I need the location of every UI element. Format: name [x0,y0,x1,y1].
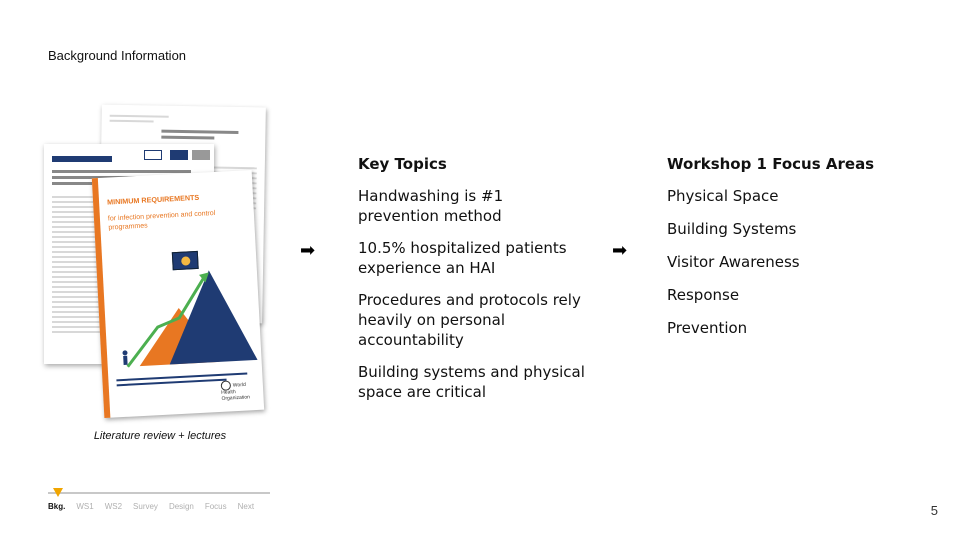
topic-item: Building systems and physical space are … [358,363,585,401]
mountain-illustration [122,270,258,368]
nav-step-focus[interactable]: Focus [204,502,227,511]
focus-item: Response [667,286,740,304]
nav-step-next[interactable]: Next [237,502,255,511]
nav-step-survey[interactable]: Survey [133,502,158,511]
nav-step-bkg[interactable]: Bkg. [48,502,66,511]
journal-logo [170,150,188,160]
cover-title: MINIMUM REQUIREMENTS [106,192,200,207]
literature-documents: MINIMUM REQUIREMENTS for infection preve… [40,100,280,430]
idsa-logo [144,150,162,160]
nav-step-ws2[interactable]: WS2 [104,502,123,511]
slide-title: Background Information [48,48,187,63]
topic-item: Handwashing is #1 prevention method [358,187,504,225]
focus-areas-column: Workshop 1 Focus Areas Physical Space Bu… [667,154,897,351]
key-topics-column: Key Topics Handwashing is #1 prevention … [358,154,588,414]
documents-caption: Literature review + lectures [93,430,227,442]
progress-track [48,492,270,494]
focus-item: Prevention [667,319,748,337]
topic-item: 10.5% hospitalized patients experience a… [358,239,567,277]
publisher-logo [192,150,210,160]
right-arrow-icon: ➡ [612,240,628,261]
key-topics-heading: Key Topics [358,155,447,173]
progress-steps: Bkg. WS1 WS2 Survey Design Focus Next [48,502,270,511]
focus-item: Building Systems [667,220,797,238]
progress-marker-icon [53,488,63,497]
page-number: 5 [930,503,938,518]
nav-step-ws1[interactable]: WS1 [76,502,94,511]
topic-item: Procedures and protocols rely heavily on… [358,291,581,349]
right-arrow-icon: ➡ [300,240,316,261]
who-guideline-cover: MINIMUM REQUIREMENTS for infection preve… [91,169,265,419]
focus-item: Physical Space [667,187,779,205]
focus-item: Visitor Awareness [667,253,800,271]
focus-areas-heading: Workshop 1 Focus Areas [667,155,875,173]
who-logo: World Health Organization [221,379,256,402]
cover-subtitle: for infection prevention and control pro… [107,209,216,232]
journal-banner [52,156,112,162]
nav-step-design[interactable]: Design [168,502,194,511]
